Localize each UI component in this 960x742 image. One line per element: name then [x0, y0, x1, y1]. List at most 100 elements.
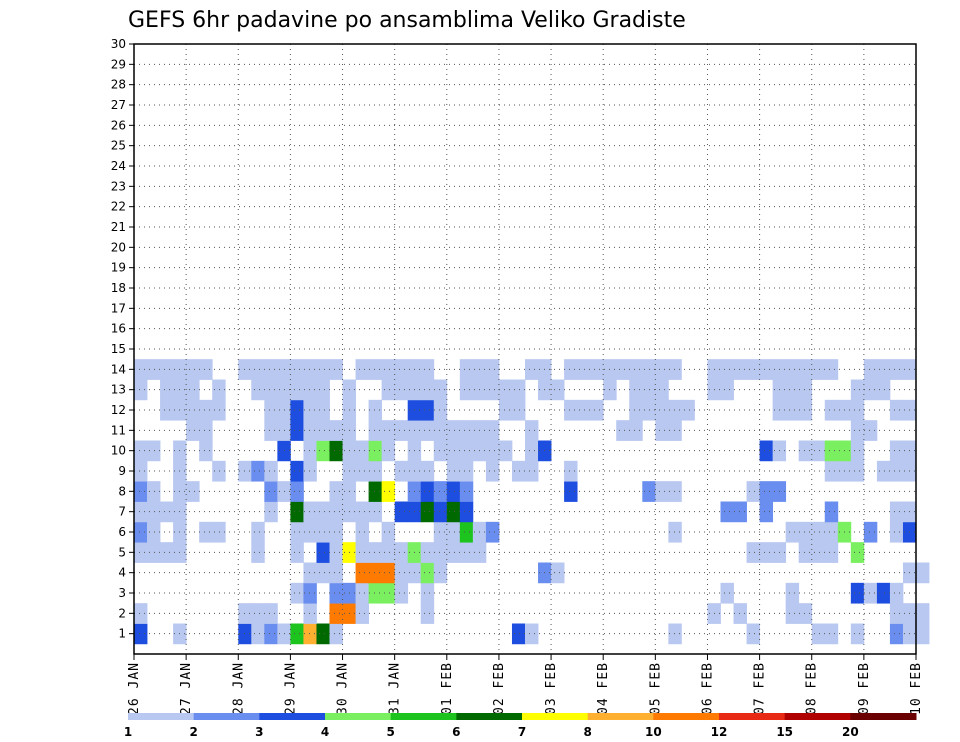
y-tick-label: 30: [111, 37, 126, 51]
heatmap-cell: [251, 379, 265, 401]
heatmap-cell: [811, 359, 826, 380]
heatmap-cell: [798, 440, 813, 462]
heatmap-cell: [316, 501, 330, 523]
heatmap-cell: [355, 460, 369, 482]
heatmap-cell: [329, 623, 343, 645]
heatmap-cell: [134, 623, 148, 645]
heatmap-cell: [420, 542, 435, 563]
heatmap-cell: [199, 399, 213, 421]
heatmap-cell: [186, 359, 200, 380]
heatmap-cell: [134, 460, 148, 482]
heatmap-cell: [811, 623, 826, 645]
x-tick-label: 10 FEB: [909, 662, 924, 715]
heatmap-cell: [525, 359, 539, 380]
heatmap-cell: [655, 399, 669, 421]
x-tick-label: 08 FEB: [805, 662, 820, 715]
heatmap-cell: [264, 379, 278, 401]
heatmap-cell: [668, 359, 682, 380]
heatmap-cell: [564, 399, 578, 421]
heatmap-cell: [459, 359, 474, 380]
heatmap-cell: [564, 460, 578, 482]
heatmap-cell: [824, 399, 839, 421]
heatmap-cell: [824, 440, 839, 462]
heatmap-cell: [824, 359, 839, 380]
heatmap-cell: [485, 420, 500, 441]
heatmap-cell: [251, 623, 265, 645]
heatmap-cell: [355, 603, 369, 624]
heatmap-cell: [212, 521, 226, 543]
heatmap-cell: [511, 379, 526, 401]
heatmap-cell: [446, 420, 461, 441]
heatmap-cell: [798, 521, 813, 543]
heatmap-cells: [134, 359, 930, 645]
heatmap-cell: [394, 562, 409, 584]
colorbar-label: 15: [776, 725, 793, 739]
heatmap-cell: [381, 481, 396, 502]
heatmap-cell: [368, 440, 383, 462]
y-tick-label: 18: [111, 281, 126, 295]
heatmap-cell: [160, 501, 174, 523]
heatmap-cell: [850, 460, 865, 482]
heatmap-cell: [355, 582, 369, 604]
heatmap-cell: [147, 501, 161, 523]
heatmap-cell: [134, 379, 148, 401]
heatmap-cell: [798, 379, 813, 401]
colorbar-swatch: [719, 713, 786, 720]
heatmap-cell: [485, 460, 500, 482]
heatmap-cell: [759, 481, 774, 502]
heatmap-cell: [668, 521, 682, 543]
heatmap-cell: [511, 399, 526, 421]
heatmap-cell: [629, 420, 643, 441]
y-tick-label: 27: [111, 98, 126, 112]
heatmap-cell: [916, 603, 930, 624]
heatmap-cell: [525, 460, 539, 482]
heatmap-cell: [916, 562, 930, 584]
heatmap-cell: [498, 440, 513, 462]
heatmap-cell: [889, 603, 904, 624]
heatmap-cell: [212, 379, 226, 401]
y-tick-label: 26: [111, 118, 126, 132]
heatmap-cell: [303, 562, 317, 584]
heatmap-cell: [824, 521, 839, 543]
heatmap-cell: [564, 481, 578, 502]
heatmap-cell: [916, 623, 930, 645]
heatmap-cell: [264, 623, 278, 645]
y-axis: 1234567891011121314151617181920212223242…: [111, 37, 134, 641]
heatmap-cell: [850, 542, 865, 563]
heatmap-cell: [459, 521, 474, 543]
heatmap-cell: [459, 440, 474, 462]
heatmap-cell: [485, 521, 500, 543]
heatmap-cell: [147, 359, 161, 380]
heatmap-cell: [511, 623, 526, 645]
heatmap-cell: [759, 359, 774, 380]
heatmap-cell: [889, 399, 904, 421]
colorbar-swatch: [259, 713, 326, 720]
heatmap-cell: [668, 481, 682, 502]
heatmap-cell: [303, 359, 317, 380]
colorbar-label: 5: [386, 725, 394, 739]
heatmap-cell: [186, 399, 200, 421]
heatmap-cell: [251, 359, 265, 380]
heatmap-cell: [381, 542, 396, 563]
colorbar-swatch: [456, 713, 523, 720]
heatmap-cell: [889, 440, 904, 462]
heatmap-cell: [316, 562, 330, 584]
heatmap-cell: [186, 379, 200, 401]
heatmap-cell: [303, 440, 317, 462]
colorbar-swatch: [522, 713, 589, 720]
heatmap-cell: [355, 562, 369, 584]
heatmap-cell: [316, 623, 330, 645]
heatmap-cell: [329, 420, 343, 441]
heatmap-cell: [303, 501, 317, 523]
y-tick-label: 25: [111, 139, 126, 153]
heatmap-cell: [368, 501, 383, 523]
y-tick-label: 24: [111, 159, 126, 173]
heatmap-cell: [264, 460, 278, 482]
heatmap-cell: [160, 379, 174, 401]
y-tick-label: 11: [111, 423, 126, 437]
heatmap-cell: [290, 542, 304, 563]
colorbar-swatch: [325, 713, 392, 720]
y-tick-label: 16: [111, 322, 126, 336]
x-tick-label: 05 FEB: [648, 662, 663, 715]
y-tick-label: 12: [111, 403, 126, 417]
